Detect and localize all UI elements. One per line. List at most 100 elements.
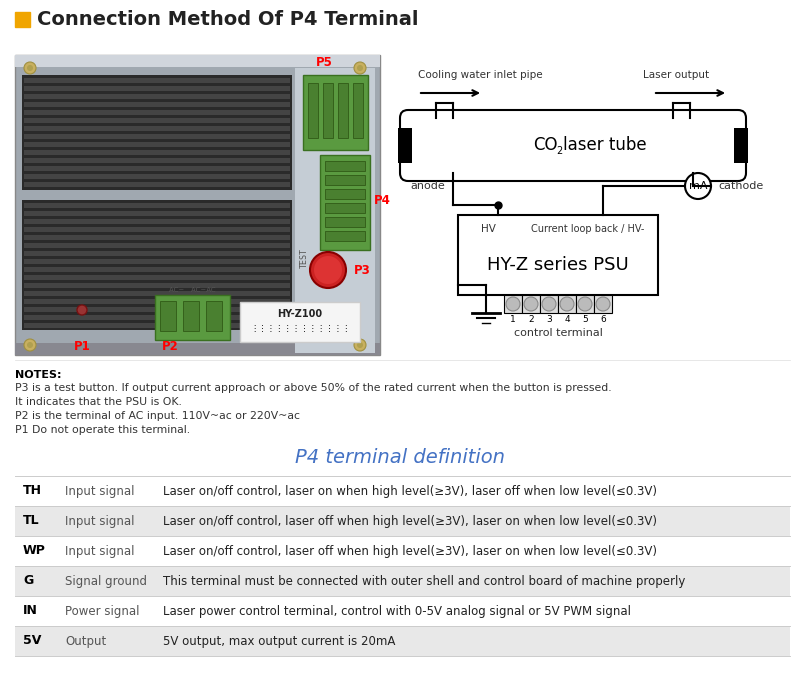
Text: Power signal: Power signal [65, 604, 139, 617]
Text: P1: P1 [74, 340, 90, 353]
Text: Input signal: Input signal [65, 515, 134, 528]
Bar [240, 302, 360, 342]
Text: CO: CO [533, 136, 558, 154]
Bar [24, 275, 290, 280]
Circle shape [357, 65, 363, 71]
Bar [24, 182, 290, 187]
Bar [24, 219, 290, 224]
Circle shape [542, 297, 556, 311]
Bar [295, 68, 375, 353]
Text: Laser on/off control, laser on when high level(≥3V), laser off when low level(≤0: Laser on/off control, laser on when high… [163, 484, 657, 497]
Text: P1 Do not operate this terminal.: P1 Do not operate this terminal. [15, 425, 190, 435]
Bar [303, 75, 368, 150]
Bar [734, 128, 748, 163]
Text: control terminal: control terminal [514, 328, 602, 338]
Bar [24, 323, 290, 328]
Bar [594, 295, 612, 313]
Bar [323, 83, 333, 138]
Bar [398, 128, 412, 163]
Bar [15, 476, 790, 506]
Bar [22, 75, 292, 190]
Bar [320, 155, 370, 250]
Text: IN: IN [23, 604, 38, 617]
Bar [558, 295, 576, 313]
Text: P3 is a test button. If output current approach or above 50% of the rated curren: P3 is a test button. If output current a… [15, 383, 612, 393]
Bar [24, 86, 290, 91]
Bar [308, 83, 318, 138]
Circle shape [560, 297, 574, 311]
Text: G: G [23, 575, 34, 588]
Bar [22, 200, 292, 330]
Bar [24, 174, 290, 179]
Text: Laser on/off control, laser off when high level(≥3V), laser on when low level(≤0: Laser on/off control, laser off when hig… [163, 515, 657, 528]
Text: mA: mA [689, 181, 707, 191]
Circle shape [596, 297, 610, 311]
Bar [15, 55, 380, 355]
Text: 5: 5 [582, 316, 588, 325]
Bar [24, 166, 290, 171]
Bar [24, 158, 290, 163]
Circle shape [27, 342, 33, 348]
Bar [24, 134, 290, 139]
Circle shape [524, 297, 538, 311]
Bar [325, 231, 365, 241]
Bar [15, 596, 790, 626]
Text: 2: 2 [528, 316, 534, 325]
Text: This terminal must be connected with outer shell and control board of machine pr: This terminal must be connected with out… [163, 575, 686, 588]
Bar [206, 301, 222, 331]
Circle shape [24, 62, 36, 74]
Bar [24, 203, 290, 208]
Bar [15, 55, 380, 67]
Bar [24, 243, 290, 248]
Text: Cooling water inlet pipe: Cooling water inlet pipe [418, 70, 542, 80]
Text: Laser power control terminal, control with 0-5V analog signal or 5V PWM signal: Laser power control terminal, control wi… [163, 604, 631, 617]
Text: anode: anode [410, 181, 445, 191]
Circle shape [24, 339, 36, 351]
Circle shape [506, 297, 520, 311]
Bar [325, 203, 365, 213]
Bar [24, 259, 290, 264]
Bar [15, 343, 380, 355]
Text: HY-Z100: HY-Z100 [278, 309, 322, 319]
Text: P2 is the terminal of AC input. 110V~ac or 220V~ac: P2 is the terminal of AC input. 110V~ac … [15, 411, 300, 421]
Text: 5V output, max output current is 20mA: 5V output, max output current is 20mA [163, 635, 395, 648]
Bar [353, 83, 363, 138]
Bar [155, 295, 230, 340]
Bar [24, 110, 290, 115]
Circle shape [77, 305, 87, 315]
Circle shape [578, 297, 592, 311]
Text: 2: 2 [556, 145, 562, 156]
Bar [24, 142, 290, 147]
Bar [15, 626, 790, 656]
Bar [458, 215, 658, 295]
Text: 1: 1 [510, 316, 516, 325]
Text: WP: WP [23, 544, 46, 557]
Text: Input signal: Input signal [65, 484, 134, 497]
Bar [504, 295, 522, 313]
Bar [15, 12, 30, 27]
Text: TL: TL [23, 515, 40, 528]
Text: P2: P2 [162, 340, 178, 353]
Bar [24, 211, 290, 216]
Text: P4 terminal definition: P4 terminal definition [295, 448, 505, 467]
Bar [24, 118, 290, 123]
Bar [522, 295, 540, 313]
Text: P4: P4 [374, 194, 391, 207]
Bar [325, 189, 365, 199]
Circle shape [27, 65, 33, 71]
Text: TH: TH [23, 484, 42, 497]
Bar [24, 78, 290, 83]
Circle shape [354, 339, 366, 351]
Bar [24, 299, 290, 304]
Bar [576, 295, 594, 313]
Circle shape [310, 252, 346, 288]
Text: NOTES:: NOTES: [15, 370, 62, 380]
Text: HV: HV [481, 224, 495, 234]
Bar [24, 267, 290, 272]
Bar [24, 291, 290, 296]
Text: 3: 3 [546, 316, 552, 325]
Text: Current loop back / HV-: Current loop back / HV- [531, 224, 645, 234]
Text: laser tube: laser tube [563, 136, 646, 154]
Bar [15, 536, 790, 566]
Text: Laser output: Laser output [643, 70, 709, 80]
